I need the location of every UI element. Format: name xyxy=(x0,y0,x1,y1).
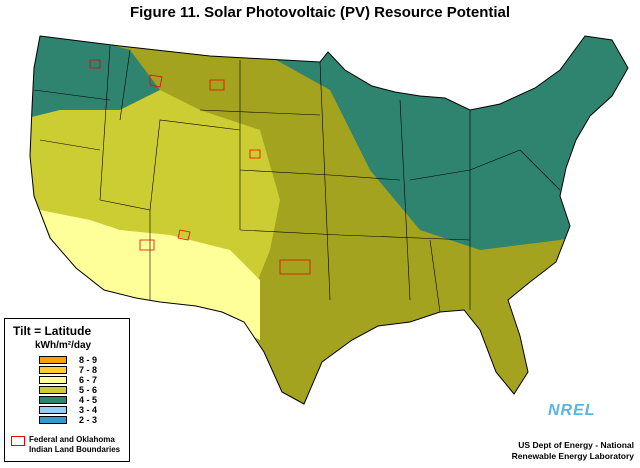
legend-label: 3 - 4 xyxy=(79,405,98,415)
credit: US Dept of Energy - National Renewable E… xyxy=(512,440,634,462)
credit-line: Renewable Energy Laboratory xyxy=(511,451,634,461)
legend-swatch xyxy=(39,416,67,424)
map-title: Figure 11. Solar Photovoltaic (PV) Resou… xyxy=(129,4,511,21)
legend-swatch xyxy=(39,376,67,384)
legend-item: 5 - 6 xyxy=(39,385,97,395)
legend-swatch xyxy=(39,406,67,414)
legend-boundaries: Federal and Oklahoma Indian Land Boundar… xyxy=(11,435,125,455)
legend-item: 3 - 4 xyxy=(39,405,97,415)
logo: NREL xyxy=(548,402,596,419)
legend-item: 4 - 5 xyxy=(39,395,97,405)
legend-item: 8 - 9 xyxy=(39,355,97,365)
legend-label: 6 - 7 xyxy=(79,375,98,385)
legend-swatch xyxy=(39,366,67,374)
legend-item: 7 - 8 xyxy=(39,365,97,375)
legend-label: 7 - 8 xyxy=(79,365,98,375)
legend-item: 2 - 3 xyxy=(39,415,97,425)
legend-label: 4 - 5 xyxy=(79,395,98,405)
legend-swatch xyxy=(39,386,67,394)
legend-title: Tilt = Latitude xyxy=(13,324,92,338)
credit-line: US Dept of Energy - National xyxy=(518,440,634,450)
land-boundaries xyxy=(89,59,311,275)
legend-label: 5 - 6 xyxy=(79,385,98,395)
state-lines xyxy=(33,45,561,313)
legend-label: 2 - 3 xyxy=(79,415,98,425)
boundary-label: Federal and Oklahoma Indian Land Boundar… xyxy=(29,435,121,454)
legend-item: 6 - 7 xyxy=(39,375,97,385)
legend-label: 8 - 9 xyxy=(79,355,98,365)
legend-swatch xyxy=(39,356,67,364)
region-teal-nw xyxy=(30,36,160,120)
us-outline xyxy=(29,35,629,405)
legend-swatch xyxy=(39,396,67,404)
legend-unit: kWh/m²/day xyxy=(35,340,92,351)
boundary-swatch xyxy=(11,436,25,446)
